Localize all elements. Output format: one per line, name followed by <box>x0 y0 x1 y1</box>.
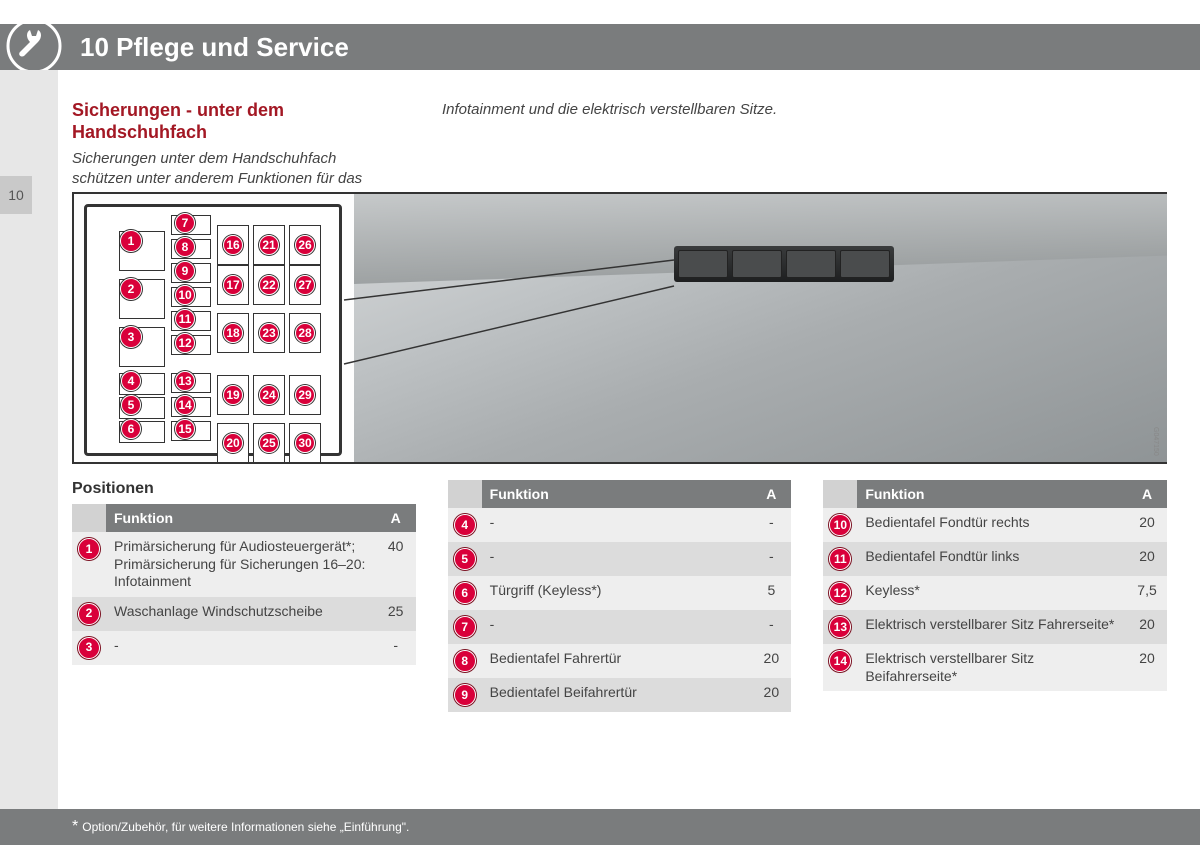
table-row: 2 Waschanlage Windschutzscheibe25 <box>72 597 416 631</box>
fuse-number-badge: 11 <box>829 548 851 570</box>
fuse-function: Primärsicherung für Audiosteuergerät*; P… <box>106 532 376 597</box>
fuse-amperage: 7,5 <box>1127 576 1167 610</box>
fuse-amperage: 25 <box>376 597 416 631</box>
table-col-1: Positionen Funktion A 1 Primärsicherung f… <box>72 480 416 712</box>
fuse-amperage: - <box>751 610 791 644</box>
chapter-header: 10 Pflege und Service <box>0 24 1200 70</box>
wrench-icon <box>2 14 66 78</box>
table-row: 10 Bedientafel Fondtür rechts20 <box>823 508 1167 542</box>
fuse-amperage: 20 <box>1127 542 1167 576</box>
th-blank <box>448 480 482 508</box>
section-title-l2: Handschuhfach <box>72 122 207 142</box>
fuse-function: Bedientafel Fahrertür <box>482 644 752 678</box>
fuse-number-badge: 10 <box>829 514 851 536</box>
th-a: A <box>751 480 791 508</box>
fuse-number-badge: 1 <box>78 538 100 560</box>
table-col-3: Funktion A 10Bedientafel Fondtür rechts2… <box>823 480 1167 712</box>
th-funktion: Funktion <box>857 480 1127 508</box>
section-title-l1: Sicherungen - unter dem <box>72 100 284 120</box>
fuse-number-badge: 7 <box>454 616 476 638</box>
fuse-number-badge: 9 <box>454 684 476 706</box>
fuse-function: Bedientafel Fondtür rechts <box>857 508 1127 542</box>
chapter-title: 10 Pflege und Service <box>80 32 349 63</box>
fuse-number-badge: 8 <box>454 650 476 672</box>
th-a: A <box>1127 480 1167 508</box>
footer-bar: * Option/Zubehör, für weitere Informatio… <box>0 809 1200 845</box>
fuse-function: - <box>106 631 376 665</box>
fuse-diagram: 1234567891011121314151621261722271823281… <box>72 192 1167 464</box>
table-row: 5-- <box>448 542 792 576</box>
fuse-function: Waschanlage Windschutzscheibe <box>106 597 376 631</box>
th-a: A <box>376 504 416 532</box>
intro-right: Infotainment und die elektrisch verstell… <box>442 100 812 120</box>
fuse-function: Bedientafel Fondtür links <box>857 542 1127 576</box>
th-funktion: Funktion <box>106 504 376 532</box>
fuse-number-badge: 12 <box>829 582 851 604</box>
fuse-function: Türgriff (Keyless*) <box>482 576 752 610</box>
fuse-function: - <box>482 610 752 644</box>
fuse-amperage: 20 <box>751 644 791 678</box>
table-col-2: Funktion A 4--5--6Türgriff (Keyless*)57-… <box>448 480 792 712</box>
fuse-function: Elektrisch verstellbarer Sitz Fahrerseit… <box>857 610 1127 644</box>
table-row: 4-- <box>448 508 792 542</box>
intro-left: Sicherungen unter dem Handschuhfach schü… <box>72 149 392 188</box>
fuse-number-badge: 13 <box>829 616 851 638</box>
fuse-amperage: - <box>376 631 416 665</box>
positions-label: Positionen <box>72 480 416 498</box>
tables-row: Positionen Funktion A 1 Primärsicherung f… <box>72 480 1167 712</box>
fuse-function: Keyless* <box>857 576 1127 610</box>
fuse-number-badge: 5 <box>454 548 476 570</box>
fuse-amperage: 20 <box>1127 508 1167 542</box>
table-row: 1 Primärsicherung für Audiosteuergerät*; … <box>72 532 416 597</box>
fuse-function: Bedientafel Beifahrertür <box>482 678 752 712</box>
callout-line <box>74 194 774 466</box>
table-row: 13 Elektrisch verstellbarer Sitz Fahrerse… <box>823 610 1167 644</box>
fuse-function: - <box>482 508 752 542</box>
fuse-number-badge: 14 <box>829 650 851 672</box>
table-row: 7-- <box>448 610 792 644</box>
image-code: G047150 <box>1152 427 1159 456</box>
fuse-function: - <box>482 542 752 576</box>
table-row: 8 Bedientafel Fahrertür20 <box>448 644 792 678</box>
fuse-amperage: 20 <box>751 678 791 712</box>
fuse-amperage: 20 <box>1127 644 1167 691</box>
th-blank <box>823 480 857 508</box>
fuse-amperage: - <box>751 542 791 576</box>
fuse-number-badge: 6 <box>454 582 476 604</box>
table-row: 3-- <box>72 631 416 665</box>
table-row: 11 Bedientafel Fondtür links20 <box>823 542 1167 576</box>
table-row: 9 Bedientafel Beifahrertür20 <box>448 678 792 712</box>
fuse-amperage: 20 <box>1127 610 1167 644</box>
fuse-function: Elektrisch verstellbarer Sitz Beifahrers… <box>857 644 1127 691</box>
sidebar-chapter-tab: 10 <box>0 176 32 214</box>
fuse-number-badge: 4 <box>454 514 476 536</box>
fuse-amperage: 40 <box>376 532 416 597</box>
footnote-star-icon: * <box>72 818 78 836</box>
fuse-table-1: Funktion A 1 Primärsicherung für Audioste… <box>72 504 416 665</box>
fuse-amperage: 5 <box>751 576 791 610</box>
section-title: Sicherungen - unter dem Handschuhfach <box>72 100 392 143</box>
fuse-table-3: Funktion A 10Bedientafel Fondtür rechts2… <box>823 480 1167 691</box>
footnote-text: Option/Zubehör, für weitere Informatione… <box>82 820 409 834</box>
th-funktion: Funktion <box>482 480 752 508</box>
fuse-amperage: - <box>751 508 791 542</box>
table-row: 12 Keyless*7,5 <box>823 576 1167 610</box>
fuse-number-badge: 2 <box>78 603 100 625</box>
th-blank <box>72 504 106 532</box>
content-area: Sicherungen - unter dem Handschuhfach Si… <box>72 100 1182 188</box>
fuse-table-2: Funktion A 4--5--6Türgriff (Keyless*)57-… <box>448 480 792 712</box>
table-row: 14 Elektrisch verstellbarer Sitz Beifahre… <box>823 644 1167 691</box>
fuse-number-badge: 3 <box>78 637 100 659</box>
table-row: 6 Türgriff (Keyless*)5 <box>448 576 792 610</box>
